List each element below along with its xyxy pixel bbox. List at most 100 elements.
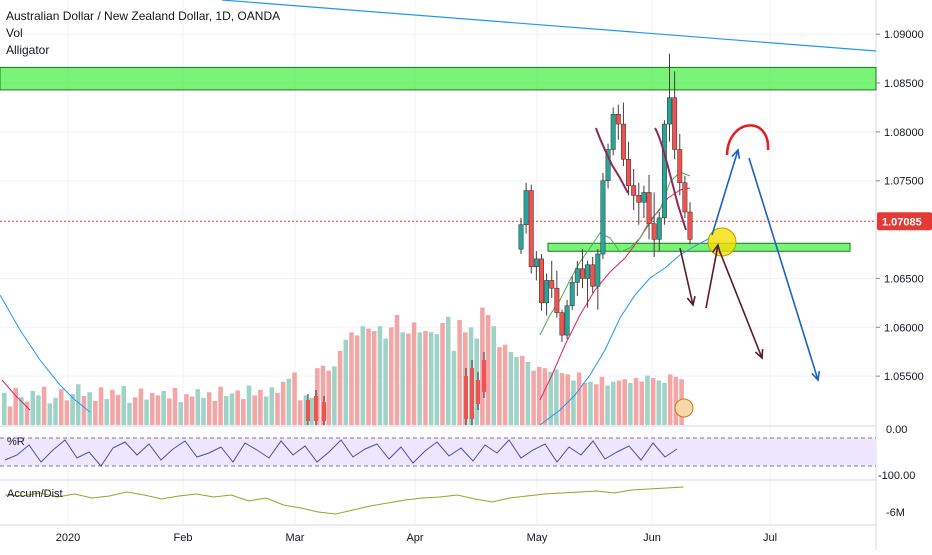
candle-body — [564, 305, 570, 336]
candle-body — [595, 253, 601, 287]
volume-bar — [195, 389, 201, 425]
candle-body — [600, 180, 606, 255]
volume-bar — [423, 331, 428, 425]
volume-bar — [531, 370, 536, 425]
price-tick-label: 1.08000 — [884, 127, 924, 139]
time-axis-label: 2020 — [56, 532, 80, 544]
volume-bar — [167, 398, 172, 425]
volume-bar — [252, 395, 257, 425]
volume-bar — [354, 335, 360, 425]
volume-bar — [582, 382, 588, 425]
candle-body — [580, 268, 585, 279]
volume-bar — [605, 385, 610, 425]
volume-bar — [400, 332, 405, 425]
volume-bar — [320, 365, 326, 425]
candle-body — [656, 217, 662, 240]
volume-bar — [229, 393, 235, 425]
volume-bar — [343, 339, 349, 425]
volume-bar — [110, 389, 115, 425]
volume-bar — [297, 400, 303, 425]
volume-bar — [548, 371, 553, 425]
candle-body — [322, 402, 326, 421]
volume-bar — [639, 381, 645, 425]
volume-bar — [332, 366, 337, 425]
volume-bar — [235, 390, 240, 425]
candle-body — [687, 211, 693, 240]
symbol-title: Australian Dollar / New Zealand Dollar, … — [6, 9, 281, 23]
volume-bar — [286, 378, 292, 425]
candle-body — [464, 376, 468, 419]
time-axis-label: Jun — [643, 532, 661, 544]
volume-bar — [70, 394, 75, 425]
volume-bar — [593, 384, 599, 425]
volume-bar — [434, 334, 440, 425]
volume-bar — [554, 369, 559, 425]
candle-body — [559, 312, 565, 336]
candle-body — [314, 396, 318, 421]
candle-body — [677, 149, 683, 183]
candle-body — [574, 268, 580, 283]
candle-body — [554, 287, 560, 313]
alligator-teeth-line — [539, 187, 691, 401]
trend-line — [221, 0, 877, 52]
volume-bar — [309, 397, 314, 425]
volume-bar — [30, 391, 36, 425]
volume-bar — [588, 381, 593, 425]
candle-body — [533, 258, 539, 267]
volume-bar — [13, 387, 18, 425]
candle-body — [610, 114, 616, 150]
candle-body — [528, 190, 534, 267]
volume-bar — [451, 350, 457, 425]
volume-bar — [349, 332, 354, 425]
volume-bar — [47, 403, 53, 425]
volume-bar — [633, 378, 639, 425]
volume-bar — [218, 386, 223, 425]
volume-bar — [662, 382, 667, 425]
volume-bar — [223, 395, 229, 425]
candle-body — [482, 360, 486, 392]
volume-bar — [485, 315, 491, 425]
volume-bar — [440, 323, 445, 425]
volume-bar — [371, 331, 377, 425]
candle-body — [641, 192, 647, 203]
volume-bar — [673, 376, 679, 425]
volume-indicator-label[interactable]: Vol — [6, 26, 23, 40]
volume-bar — [599, 376, 605, 425]
volume-bar — [411, 322, 417, 425]
accum-dist-label: Accum/Dist — [7, 488, 63, 500]
price-tick-label: 1.07500 — [884, 176, 924, 188]
current-price-label: 1.07085 — [882, 216, 922, 228]
volume-bar — [121, 386, 127, 425]
volume-bar — [559, 373, 565, 425]
alligator-teeth-line — [1, 379, 31, 411]
candle-body — [672, 97, 678, 150]
volume-bar — [246, 385, 252, 425]
williams-r-line — [4, 439, 678, 467]
volume-bar — [64, 400, 70, 425]
volume-bar — [537, 366, 542, 425]
volume-bar — [104, 399, 110, 425]
volume-bar — [457, 319, 462, 425]
price-tick-label: 1.09000 — [884, 29, 924, 41]
candle-body — [476, 380, 480, 404]
alligator-jaw-line — [539, 237, 711, 426]
volume-bar — [389, 327, 394, 425]
candle-body — [682, 182, 688, 213]
volume-bar — [280, 381, 286, 425]
volume-bar — [275, 392, 280, 425]
volume-bar — [155, 395, 161, 425]
candle-body — [523, 190, 529, 225]
volume-bar — [616, 380, 622, 425]
volume-bar — [622, 379, 627, 425]
alligator-jaw-line — [0, 294, 91, 413]
volume-bar — [115, 394, 121, 425]
alligator-indicator-label[interactable]: Alligator — [6, 43, 50, 57]
arrow-down-blue-head — [811, 370, 821, 382]
volume-bar — [292, 372, 297, 425]
volume-bar — [172, 387, 178, 425]
drawn-curve — [595, 127, 687, 231]
time-axis-label: Jul — [763, 532, 777, 544]
chart-legend: Australian Dollar / New Zealand Dollar, … — [6, 8, 280, 59]
